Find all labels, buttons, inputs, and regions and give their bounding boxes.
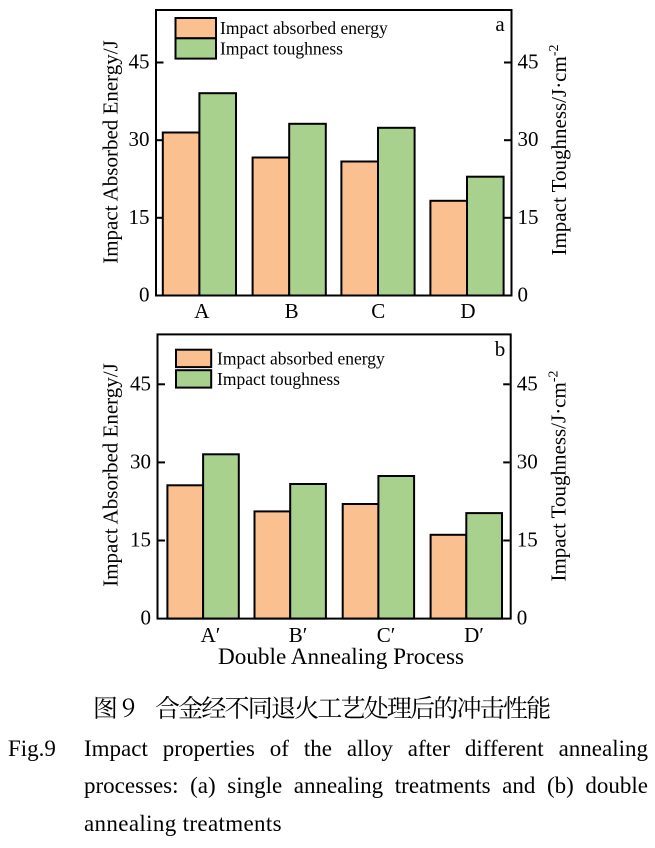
svg-text:45: 45 xyxy=(518,50,539,74)
svg-text:B: B xyxy=(285,299,299,323)
svg-text:15: 15 xyxy=(517,528,538,552)
svg-text:D: D xyxy=(460,299,475,323)
svg-text:30: 30 xyxy=(517,449,538,473)
svg-text:0: 0 xyxy=(518,283,529,307)
svg-text:Impact toughness: Impact toughness xyxy=(220,38,343,58)
svg-text:30: 30 xyxy=(518,127,539,151)
svg-text:Impact toughness: Impact toughness xyxy=(217,369,340,389)
svg-text:Impact absorbed energy: Impact absorbed energy xyxy=(217,348,385,368)
svg-text:45: 45 xyxy=(129,50,150,74)
svg-text:Impact Absorbed Energy/J: Impact Absorbed Energy/J xyxy=(99,363,123,587)
svg-text:Impact Toughness/J·cm-2: Impact Toughness/J·cm-2 xyxy=(547,44,571,255)
svg-text:45: 45 xyxy=(130,371,151,395)
svg-text:A′: A′ xyxy=(201,623,221,647)
svg-text:0: 0 xyxy=(517,606,528,630)
svg-text:30: 30 xyxy=(130,449,151,473)
svg-text:C′: C′ xyxy=(377,623,396,647)
svg-text:45: 45 xyxy=(517,371,538,395)
svg-text:Double Annealing Process: Double Annealing Process xyxy=(218,644,464,670)
svg-text:0: 0 xyxy=(141,606,152,630)
svg-text:Impact Absorbed Energy/J: Impact Absorbed Energy/J xyxy=(99,40,123,264)
svg-text:D′: D′ xyxy=(464,623,484,647)
svg-text:15: 15 xyxy=(518,205,539,229)
svg-text:15: 15 xyxy=(129,205,150,229)
svg-text:a: a xyxy=(495,12,505,36)
svg-text:15: 15 xyxy=(130,528,151,552)
svg-text:Impact Toughness/J·cm-2: Impact Toughness/J·cm-2 xyxy=(547,370,571,581)
svg-text:C: C xyxy=(371,299,385,323)
svg-text:b: b xyxy=(495,337,506,361)
svg-text:30: 30 xyxy=(129,127,150,151)
svg-text:0: 0 xyxy=(139,283,150,307)
svg-text:B′: B′ xyxy=(289,623,308,647)
svg-text:A: A xyxy=(194,299,210,323)
svg-text:Impact absorbed energy: Impact absorbed energy xyxy=(220,18,388,38)
